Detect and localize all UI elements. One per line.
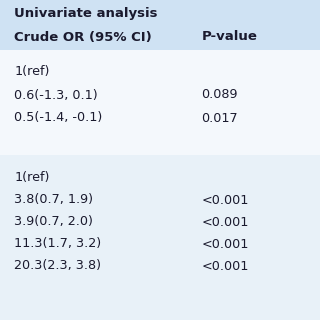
- Bar: [0, 155, 320, 320]
- Text: <0.001: <0.001: [202, 215, 249, 228]
- Text: <0.001: <0.001: [202, 194, 249, 206]
- Bar: [0, 0, 320, 50]
- Text: P-value: P-value: [202, 30, 258, 44]
- Text: 3.8(0.7, 1.9): 3.8(0.7, 1.9): [14, 194, 93, 206]
- Text: 1(ref): 1(ref): [14, 172, 50, 185]
- Text: Crude OR (95% CI): Crude OR (95% CI): [14, 30, 152, 44]
- Text: Univariate analysis: Univariate analysis: [14, 6, 158, 20]
- Text: 0.089: 0.089: [202, 89, 238, 101]
- Text: 11.3(1.7, 3.2): 11.3(1.7, 3.2): [14, 237, 101, 251]
- Text: 0.017: 0.017: [202, 111, 238, 124]
- Text: 0.5(-1.4, -0.1): 0.5(-1.4, -0.1): [14, 111, 103, 124]
- Text: 0.6(-1.3, 0.1): 0.6(-1.3, 0.1): [14, 89, 98, 101]
- Text: 1(ref): 1(ref): [14, 66, 50, 78]
- Text: 3.9(0.7, 2.0): 3.9(0.7, 2.0): [14, 215, 93, 228]
- Text: <0.001: <0.001: [202, 260, 249, 273]
- Text: 20.3(2.3, 3.8): 20.3(2.3, 3.8): [14, 260, 101, 273]
- Text: <0.001: <0.001: [202, 237, 249, 251]
- Bar: [0, 50, 320, 155]
